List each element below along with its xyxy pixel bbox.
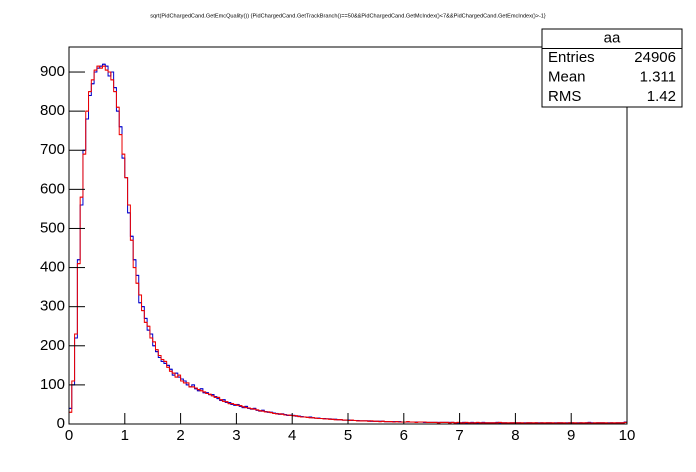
stats-value: 1.311: [640, 69, 676, 86]
x-tick-label: 4: [288, 427, 296, 444]
y-tick-label: 800: [40, 102, 65, 119]
stats-label: Entries: [548, 49, 595, 66]
y-tick-label: 300: [40, 298, 65, 315]
stats-label: RMS: [548, 88, 581, 105]
x-tick-label: 3: [232, 427, 240, 444]
y-tick-label: 600: [40, 180, 65, 197]
stats-title: aa: [604, 30, 621, 47]
stats-value: 1.42: [647, 88, 676, 105]
stats-label: Mean: [548, 69, 586, 86]
chart-title: sqrt(PidChargedCand.GetEmcQuality()) {Pi…: [150, 13, 546, 19]
y-tick-label: 400: [40, 259, 65, 276]
y-tick-label: 500: [40, 219, 65, 236]
y-tick-label: 900: [40, 63, 65, 80]
stats-box: [541, 28, 683, 108]
x-tick-label: 1: [121, 427, 129, 444]
stats-value: 24906: [634, 49, 676, 66]
x-tick-label: 0: [65, 427, 73, 444]
y-tick-label: 700: [40, 141, 65, 158]
x-tick-label: 7: [455, 427, 463, 444]
y-tick-label: 0: [57, 415, 65, 432]
x-tick-label: 2: [176, 427, 184, 444]
y-tick-label: 100: [40, 376, 65, 393]
x-tick-label: 6: [400, 427, 408, 444]
x-tick-label: 9: [567, 427, 575, 444]
x-tick-label: 8: [511, 427, 519, 444]
x-tick-label: 5: [344, 427, 352, 444]
y-tick-label: 200: [40, 337, 65, 354]
x-tick-label: 10: [619, 427, 636, 444]
